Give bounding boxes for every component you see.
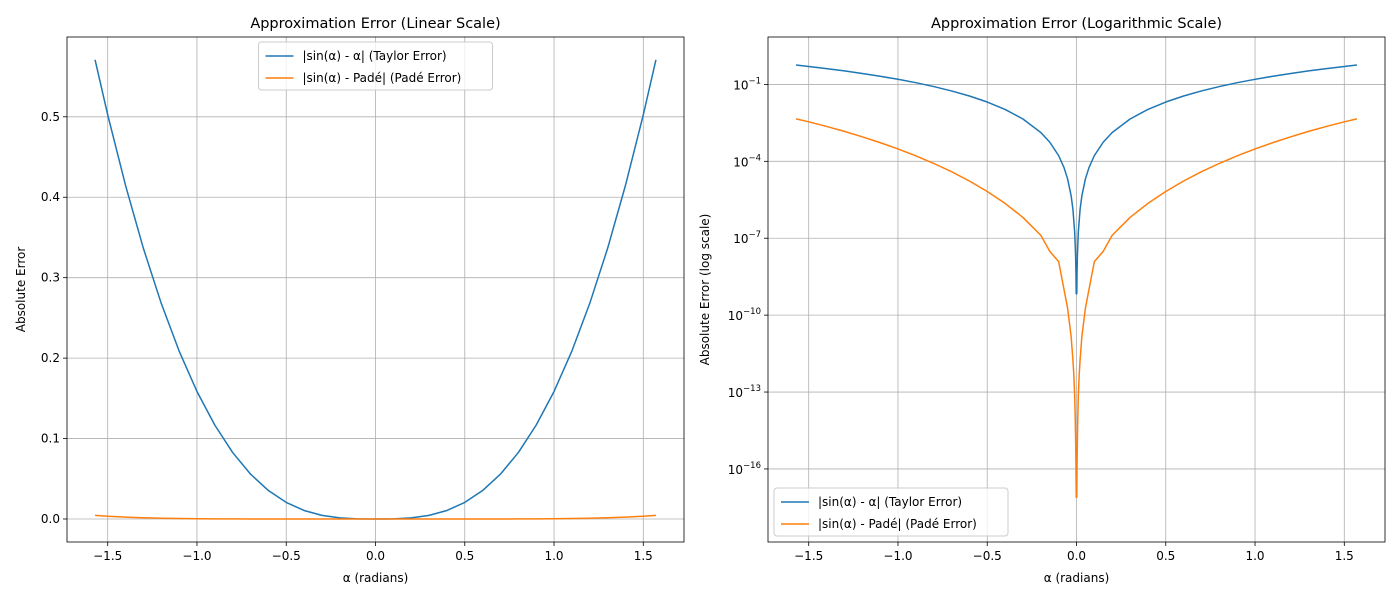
y-tick-label: 10−16 — [728, 461, 761, 477]
series-log — [795, 64, 1358, 498]
series-linear — [94, 59, 657, 520]
x-tick-label: 0.0 — [366, 549, 385, 563]
y-tick-label: 0.1 — [41, 432, 60, 446]
x-tick-label: 0.5 — [1156, 549, 1175, 563]
y-tick-label: 0.0 — [41, 512, 60, 526]
legend-linear: |sin(α) - α| (Taylor Error) |sin(α) - Pad… — [258, 41, 493, 91]
x-axis-label-linear: α (radians) — [343, 571, 409, 585]
y-tick-label: 10−7 — [733, 230, 761, 246]
x-tick-label: 1.0 — [1245, 549, 1264, 563]
legend-entry: |sin(α) - Padé| (Padé Error) — [303, 71, 462, 85]
grid-linear — [67, 37, 684, 542]
y-ticks-linear: 0.0 0.1 0.2 0.3 0.4 0.5 — [41, 110, 67, 526]
legend-entry: |sin(α) - α| (Taylor Error) — [818, 495, 962, 509]
x-tick-label: 1.0 — [544, 549, 563, 563]
y-tick-label: 10−10 — [728, 307, 761, 323]
y-ticks-log: 10−16 10−13 10−10 10−7 10−4 10−1 — [728, 76, 768, 477]
y-tick-label: 0.2 — [41, 351, 60, 365]
x-tick-label: −0.5 — [973, 549, 1002, 563]
y-tick-label: 10−4 — [733, 153, 761, 169]
chart-log-scale: −1.5 −1.0 −0.5 0.0 0.5 1.0 1.5 10−16 10−13 10−10… — [698, 16, 1386, 585]
x-axis-label-log: α (radians) — [1044, 571, 1110, 585]
legend-entry: |sin(α) - α| (Taylor Error) — [303, 49, 447, 63]
x-tick-label: −1.0 — [182, 549, 211, 563]
y-tick-label: 0.4 — [41, 190, 60, 204]
chart-title-log: Approximation Error (Logarithmic Scale) — [931, 16, 1222, 32]
y-tick-label: 0.5 — [41, 110, 60, 124]
legend-log: |sin(α) - α| (Taylor Error) |sin(α) - Pad… — [773, 487, 1009, 537]
x-tick-label: 1.5 — [634, 549, 653, 563]
y-axis-label-log: Absolute Error (log scale) — [698, 214, 712, 366]
series-line-1 — [95, 514, 656, 520]
x-tick-label: 0.0 — [1067, 549, 1086, 563]
x-tick-label: 0.5 — [455, 549, 474, 563]
x-tick-label: 1.5 — [1335, 549, 1354, 563]
x-tick-label: −1.5 — [93, 549, 122, 563]
y-tick-label: 10−1 — [733, 76, 761, 92]
chart-linear-scale: −1.5 −1.0 −0.5 0.0 0.5 1.0 1.5 0.0 0.1 0.2 0.3 0.4… — [14, 16, 685, 585]
y-tick-label: 0.3 — [41, 271, 60, 285]
x-ticks-log: −1.5 −1.0 −0.5 0.0 0.5 1.0 1.5 — [794, 542, 1354, 563]
series-line-1 — [795, 118, 1358, 498]
y-tick-label: 10−13 — [728, 384, 761, 400]
x-tick-label: −0.5 — [272, 549, 301, 563]
legend-entry: |sin(α) - Padé| (Padé Error) — [818, 517, 977, 531]
legend-box — [258, 41, 493, 91]
series-line-0 — [795, 64, 1358, 295]
x-ticks-linear: −1.5 −1.0 −0.5 0.0 0.5 1.0 1.5 — [93, 542, 653, 563]
legend-box — [773, 487, 1009, 537]
x-tick-label: −1.0 — [883, 549, 912, 563]
x-tick-label: −1.5 — [794, 549, 823, 563]
chart-title-linear: Approximation Error (Linear Scale) — [250, 16, 500, 32]
y-axis-label-linear: Absolute Error — [14, 247, 28, 333]
